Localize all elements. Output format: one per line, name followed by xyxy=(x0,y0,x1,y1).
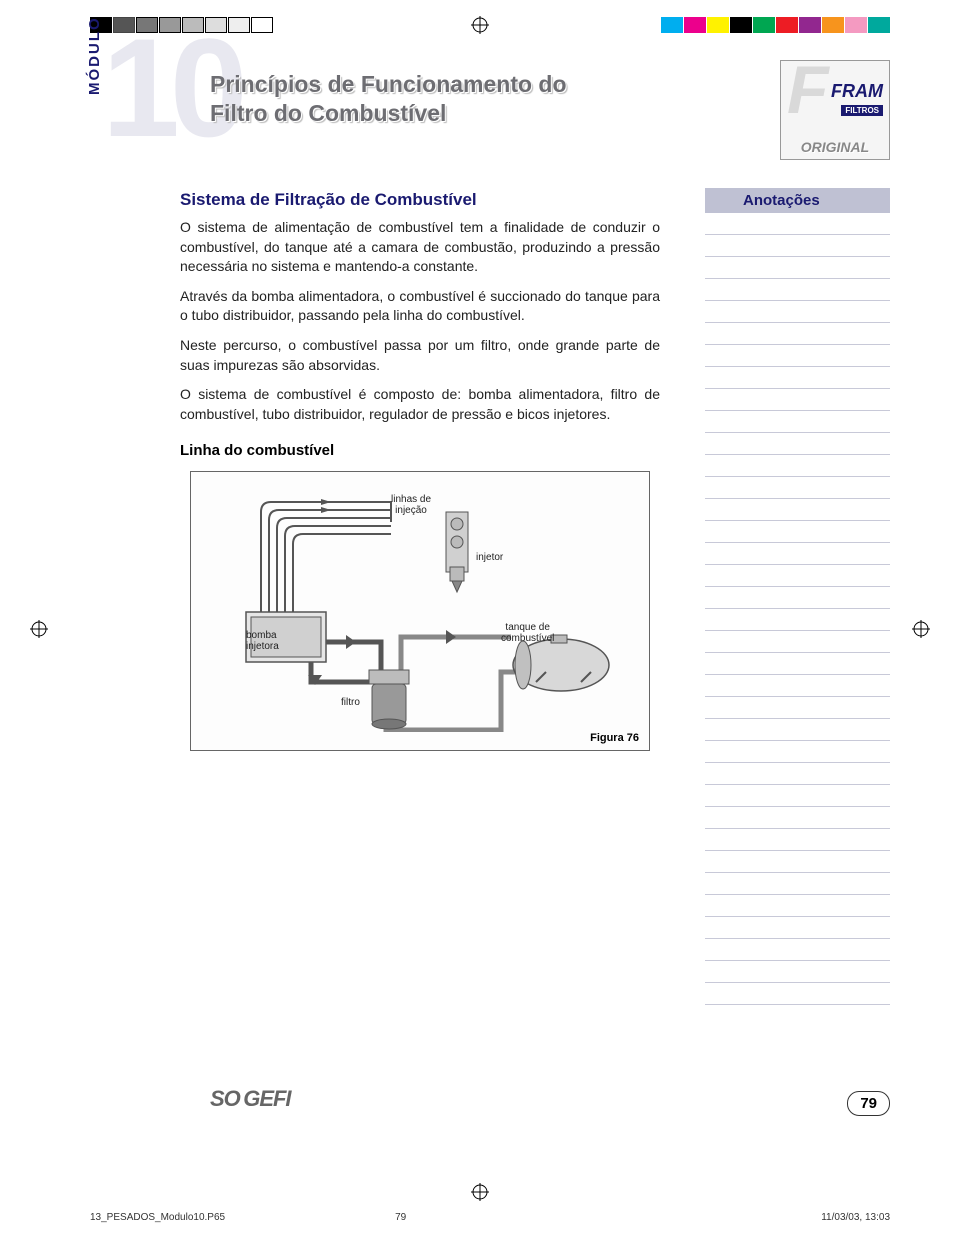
label-filtro: filtro xyxy=(341,697,360,708)
figure-caption: Figura 76 xyxy=(590,732,639,744)
page-title: Princípios de Funcionamento do Filtro do… xyxy=(210,70,660,128)
module-label: MÓDULO xyxy=(86,16,103,95)
brand-sub: FILTROS xyxy=(841,105,883,116)
paragraph-1: O sistema de alimentação de combustível … xyxy=(180,218,660,277)
brand-logo: F FRAM FILTROS ORIGINAL xyxy=(780,60,890,160)
paragraph-4: O sistema de combustível é composto de: … xyxy=(180,385,660,424)
title-line2: Filtro do Combustível xyxy=(210,100,446,126)
title-line1: Princípios de Funcionamento do xyxy=(210,71,567,97)
annotations-lines xyxy=(705,213,890,1005)
label-linhas: linhas deinjeção xyxy=(391,494,431,516)
annotations-header: Anotações xyxy=(705,188,890,213)
crosshair-bottom xyxy=(471,1183,489,1201)
annotations-panel: Anotações xyxy=(705,188,890,1005)
print-page: 79 xyxy=(395,1212,406,1223)
print-datetime: 11/03/03, 13:03 xyxy=(821,1212,890,1223)
paragraph-2: Através da bomba alimentadora, o combust… xyxy=(180,287,660,326)
page-content: 10 MÓDULO Princípios de Funcionamento do… xyxy=(90,60,890,1140)
print-file: 13_PESADOS_Modulo10.P65 xyxy=(90,1212,225,1223)
crosshair-top xyxy=(471,16,489,34)
label-bomba: bombainjetora xyxy=(246,630,279,652)
crosshair-right xyxy=(912,620,930,638)
crosshair-left xyxy=(30,620,48,638)
body-text: Sistema de Filtração de Combustível O si… xyxy=(180,190,660,751)
print-footer: 13_PESADOS_Modulo10.P65 79 11/03/03, 13:… xyxy=(90,1212,890,1223)
footer-logo: SO GEFI xyxy=(210,1086,291,1112)
page-number: 79 xyxy=(847,1091,890,1116)
paragraph-3: Neste percurso, o combustível passa por … xyxy=(180,336,660,375)
reg-colorbar xyxy=(661,17,890,33)
section-heading: Sistema de Filtração de Combustível xyxy=(180,190,660,210)
brand-name: FRAM xyxy=(831,81,883,102)
label-tanque: tanque decombustível xyxy=(501,622,554,644)
label-injetor: injetor xyxy=(476,552,503,563)
diagram-fuel-line: linhas deinjeção injetor bombainjetora f… xyxy=(190,471,650,751)
logo-f-glyph: F xyxy=(787,63,829,117)
title-block: Princípios de Funcionamento do Filtro do… xyxy=(210,70,660,128)
brand-tag: ORIGINAL xyxy=(781,139,889,155)
footer-logo-text: SO GEFI xyxy=(210,1086,291,1111)
section-subheading: Linha do combustível xyxy=(180,442,660,459)
